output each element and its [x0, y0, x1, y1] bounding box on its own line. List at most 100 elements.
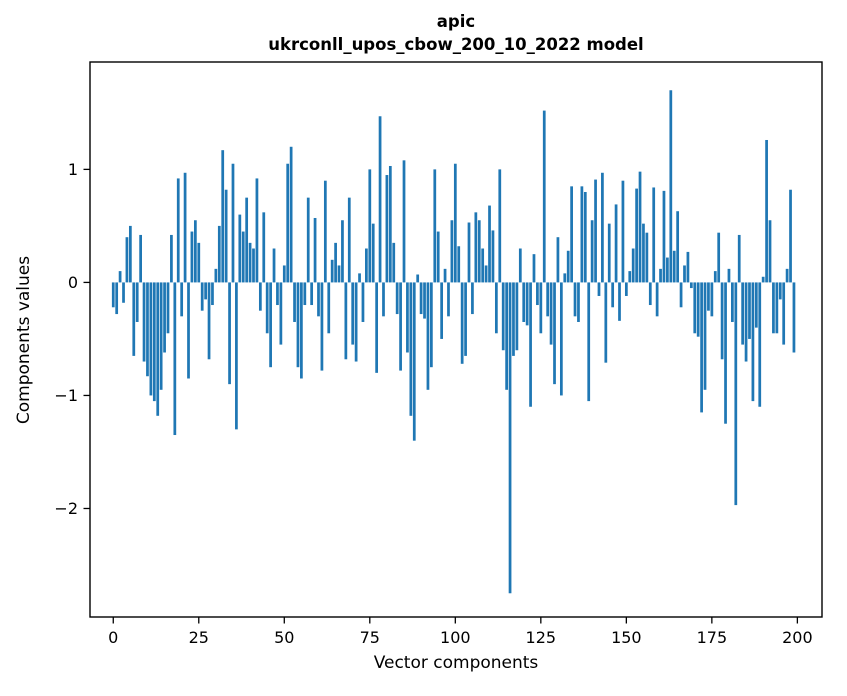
bar — [187, 282, 190, 379]
bar — [696, 282, 700, 337]
bar — [508, 282, 512, 594]
bar — [409, 282, 413, 416]
bar — [648, 282, 652, 306]
bar — [522, 282, 526, 322]
bar — [235, 282, 238, 430]
bar — [430, 282, 433, 368]
bar — [587, 282, 591, 402]
bar — [601, 172, 604, 283]
bar — [460, 282, 464, 364]
bar — [488, 205, 491, 283]
bar — [368, 169, 372, 283]
x-axis-label: Vector components — [373, 653, 539, 673]
bar — [419, 282, 423, 315]
bar — [529, 282, 532, 407]
bar — [426, 282, 430, 390]
bar — [262, 212, 266, 283]
bar — [536, 282, 539, 306]
bar — [423, 282, 426, 319]
bar — [614, 204, 618, 283]
bar — [477, 220, 481, 283]
bar — [337, 265, 341, 283]
bar — [498, 169, 502, 283]
bar — [173, 282, 177, 436]
bar — [354, 282, 358, 362]
bar — [388, 165, 392, 283]
bar — [525, 282, 529, 326]
bar — [351, 282, 355, 345]
bar — [115, 282, 119, 315]
bar — [200, 282, 204, 311]
bar — [149, 282, 153, 396]
bar — [146, 282, 149, 377]
x-tick-label: 50 — [274, 628, 294, 647]
bar — [128, 225, 132, 283]
bar — [789, 189, 792, 283]
bars-group — [111, 90, 796, 594]
x-tick-label: 25 — [189, 628, 209, 647]
bar — [406, 282, 409, 353]
bar — [132, 282, 136, 356]
bar — [450, 220, 454, 283]
bar — [717, 232, 721, 283]
bar — [501, 282, 505, 351]
bar — [624, 282, 628, 296]
bar — [310, 282, 314, 306]
bar — [248, 242, 252, 283]
bar — [618, 282, 621, 321]
bar — [412, 282, 416, 441]
bar — [566, 250, 570, 283]
bar — [792, 282, 796, 353]
bar — [163, 282, 166, 353]
bar — [207, 282, 211, 360]
bar — [542, 110, 546, 283]
bar — [361, 282, 365, 322]
bar — [193, 220, 197, 283]
bar — [135, 282, 139, 322]
bar — [317, 282, 320, 317]
bar — [686, 251, 690, 283]
bar — [748, 282, 751, 339]
chart-title-line2: ukrconll_upos_cbow_200_10_2022 model — [268, 35, 644, 54]
bar — [713, 271, 717, 283]
bar — [217, 225, 221, 283]
bar — [180, 282, 184, 317]
bar — [399, 282, 402, 371]
bar — [710, 282, 714, 317]
bar — [467, 222, 471, 283]
bar — [594, 179, 597, 283]
bar — [484, 265, 488, 283]
bar — [457, 246, 461, 283]
bar — [775, 282, 779, 334]
bar — [491, 230, 495, 283]
bar — [170, 234, 173, 283]
bar — [778, 282, 782, 300]
bar — [700, 282, 703, 413]
bar — [265, 282, 269, 334]
bar — [628, 271, 632, 283]
bar — [358, 273, 361, 283]
bar — [224, 189, 228, 283]
bar — [375, 282, 379, 373]
x-tick-label: 75 — [360, 628, 380, 647]
bar — [580, 186, 584, 283]
bar — [371, 223, 375, 283]
bar — [549, 282, 553, 345]
bar — [761, 276, 765, 283]
bar — [286, 163, 290, 283]
bar — [293, 282, 296, 322]
bar — [597, 282, 601, 296]
bar — [228, 282, 231, 385]
x-tick-label: 150 — [611, 628, 642, 647]
bar — [590, 220, 594, 283]
chart-title-line1: apic — [436, 12, 476, 31]
bar — [683, 265, 686, 283]
bar — [453, 163, 457, 283]
bar — [211, 282, 214, 306]
bar — [464, 282, 467, 356]
bar — [607, 223, 611, 283]
bar — [125, 237, 129, 283]
bar — [440, 282, 444, 339]
bar — [443, 268, 447, 283]
